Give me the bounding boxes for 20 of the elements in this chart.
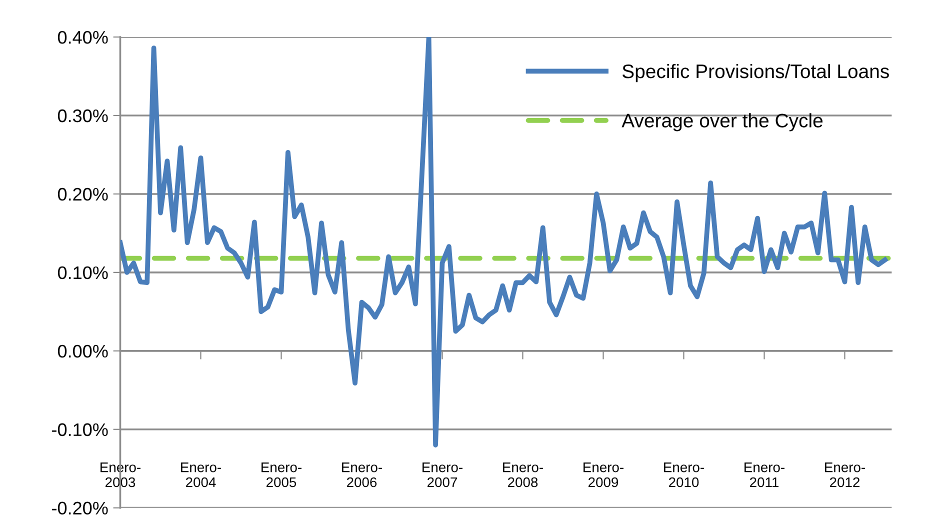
x-tick-label: Enero- 2012 — [825, 462, 865, 488]
x-tick-label: Enero- 2005 — [262, 462, 302, 488]
x-tick-label: Enero- 2008 — [503, 462, 543, 488]
x-tick-label: Enero- 2009 — [584, 462, 624, 488]
y-tick-label: 0.30% — [58, 109, 108, 122]
x-tick-label: Enero- 2003 — [100, 462, 140, 488]
x-tick-label: Enero- 2011 — [744, 462, 784, 488]
x-tick-label: Enero- 2006 — [342, 462, 382, 488]
line-series — [120, 37, 888, 448]
x-tick-label: Enero- 2010 — [664, 462, 704, 488]
y-tick-label: -0.10% — [52, 423, 108, 436]
y-tick-label: 0.40% — [58, 30, 108, 44]
y-tick-label: 0.10% — [58, 266, 108, 280]
y-tick-label: 0.20% — [58, 188, 108, 201]
legend-label: Average over the Cycle — [622, 113, 823, 132]
y-tick-label: 0.00% — [58, 344, 108, 358]
x-tick-label: Enero- 2007 — [422, 462, 462, 488]
x-tick-label: Enero- 2004 — [181, 462, 221, 488]
legend-label: Specific Provisions/Total Loans — [622, 64, 889, 82]
y-tick-label: -0.20% — [52, 502, 108, 515]
